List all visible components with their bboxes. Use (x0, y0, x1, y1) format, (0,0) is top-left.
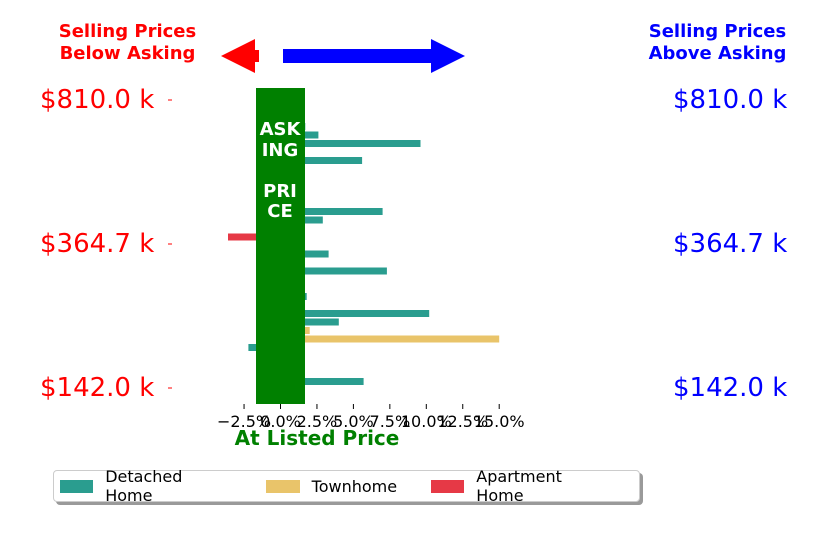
price-label-left-high: $810.0 k (40, 85, 155, 115)
asking-price-band-label: ASKING PRICE (259, 119, 301, 222)
above-asking-line1: Selling Prices (648, 21, 787, 42)
direction-arrows (221, 39, 465, 73)
legend-swatch-townhome (265, 479, 300, 493)
bar-28 (280, 335, 500, 343)
legend-label-apartment: Apartment Home (476, 467, 562, 505)
bar-33 (280, 378, 364, 385)
x-tick-label-6: 12.5% (437, 412, 489, 431)
x-tick-label-1: 0.0% (260, 412, 301, 431)
right-blue-arrow-icon (283, 39, 465, 73)
legend-item-townhome: Townhome (265, 476, 398, 496)
legend-item-apartment: Apartment Home (431, 467, 611, 505)
legend-swatch-apartment (431, 479, 465, 493)
bar-16 (228, 233, 281, 241)
bar-26 (280, 318, 339, 326)
x-tick-label-2: 2.5% (296, 412, 338, 431)
price-label-right-high: $810.0 k (673, 85, 788, 115)
bar-20 (280, 267, 387, 275)
x-tick-label-0: −2.5% (217, 412, 272, 431)
price-label-right-mid: $364.7 k (673, 229, 788, 259)
asking-price-band (256, 88, 305, 404)
left-red-arrow-icon (221, 39, 259, 73)
x-axis (243, 404, 500, 409)
legend-swatch-detached (60, 479, 94, 493)
price-label-left-mid: $364.7 k (40, 229, 155, 259)
price-label-left-low: $142.0 k (40, 373, 155, 403)
legend: Detached Home Townhome Apartment Home (53, 467, 640, 505)
legend-label-townhome: Townhome (311, 476, 398, 496)
x-tick-label-7: 15.0% (473, 412, 525, 431)
bar-5 (280, 140, 421, 147)
below-asking-line1: Selling Prices (58, 21, 197, 42)
x-tick-label-5: 10.0% (400, 412, 452, 431)
y-ticks (168, 99, 172, 389)
x-axis-label: At Listed Price (234, 426, 400, 450)
bar-25 (280, 310, 430, 317)
price-label-right-low: $142.0 k (673, 373, 788, 403)
above-asking-line2: Above Asking (648, 43, 787, 64)
below-asking-line2: Below Asking (59, 43, 196, 64)
bar-13 (280, 208, 383, 215)
x-tick-label-3: 5.0% (333, 412, 374, 431)
below-asking-header: Selling Prices Below Asking (40, 21, 215, 65)
legend-label-detached: Detached Home (105, 467, 183, 505)
legend-item-detached: Detached Home (60, 467, 232, 505)
bar-7 (280, 157, 363, 164)
x-tick-label-4: 7.5% (369, 412, 411, 431)
above-asking-header: Selling Prices Above Asking (630, 21, 805, 65)
